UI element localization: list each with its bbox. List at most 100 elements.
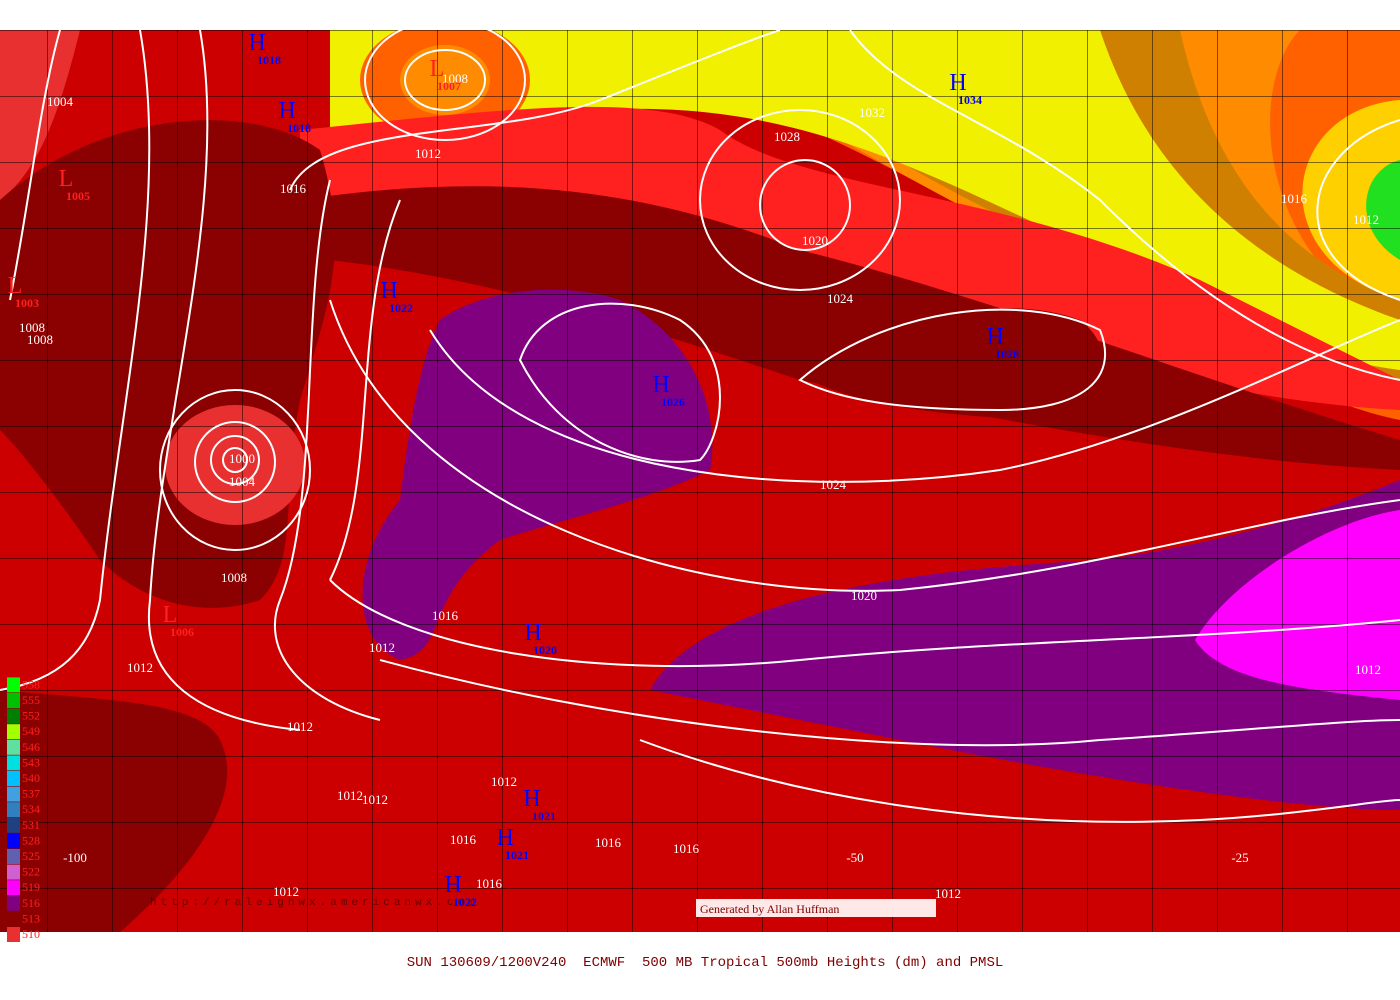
legend-swatch <box>7 693 20 708</box>
center-value: 1021 <box>532 809 556 823</box>
legend-swatch <box>7 927 20 942</box>
isobar-label: 1012 <box>1355 662 1381 677</box>
isobar-label: 1012 <box>287 719 313 734</box>
legend-label: 540 <box>22 771 40 785</box>
legend-label: 525 <box>22 849 40 863</box>
center-letter: H <box>444 872 461 898</box>
isobar-label: 1024 <box>820 477 847 492</box>
legend-swatch <box>7 739 20 755</box>
center-letter: H <box>652 372 669 398</box>
legend-label: 555 <box>22 693 40 707</box>
isobar-label: 1008 <box>221 570 247 585</box>
isobar-label: 1016 <box>1281 191 1308 206</box>
center-value: 1028 <box>995 347 1019 361</box>
longitude-label: -50 <box>846 850 863 865</box>
legend-swatch <box>7 802 20 818</box>
center-letter: H <box>380 278 397 304</box>
legend-swatch <box>7 677 20 693</box>
isobar-label: 1024 <box>827 291 854 306</box>
isobar-label: 1012 <box>415 146 441 161</box>
center-letter: H <box>986 324 1003 350</box>
legend-swatch <box>7 864 20 880</box>
center-letter: H <box>496 825 513 851</box>
legend-swatch <box>7 817 20 833</box>
isobar-label: 1028 <box>774 129 800 144</box>
center-letter: H <box>949 70 966 96</box>
watermark: http://raleighwx.americanwx.com <box>150 897 479 909</box>
legend-swatch <box>7 771 20 786</box>
isobar-label: 1012 <box>369 640 395 655</box>
isobar-label: 1032 <box>859 105 885 120</box>
legend-label: 558 <box>22 677 40 691</box>
map-fields <box>0 30 1400 932</box>
isobar-label: 1012 <box>935 886 961 901</box>
center-letter: L <box>163 602 178 628</box>
isobar-label: 1020 <box>802 233 828 248</box>
isobar-label: 1020 <box>851 588 877 603</box>
isobar-label: 1008 <box>19 320 45 335</box>
legend-label: 549 <box>22 724 40 738</box>
center-value: 1005 <box>66 189 90 203</box>
legend-swatch <box>7 786 20 802</box>
center-letter: L <box>59 166 74 192</box>
center-value: 1018 <box>287 121 311 135</box>
legend-label: 552 <box>22 709 40 723</box>
legend-swatch <box>7 880 20 896</box>
center-letter: L <box>430 56 445 82</box>
legend-swatch <box>7 849 20 864</box>
legend-label: 528 <box>22 833 40 847</box>
legend-swatch <box>7 911 20 927</box>
legend-label: 513 <box>22 911 40 925</box>
center-value: 1003 <box>15 296 39 310</box>
isobar-label: 1012 <box>362 792 388 807</box>
isobar-label: 1004 <box>47 94 74 109</box>
center-letter: H <box>523 786 540 812</box>
center-value: 1022 <box>453 895 477 909</box>
isobar-label: 1008 <box>442 71 468 86</box>
isobar-label: 1012 <box>337 788 363 803</box>
isobar-label: 1016 <box>432 608 459 623</box>
center-value: 1007 <box>437 79 461 93</box>
legend-label: 522 <box>22 865 40 879</box>
center-letter: L <box>8 273 23 299</box>
legend-label: 543 <box>22 755 40 769</box>
center-value: 1006 <box>170 625 194 639</box>
credit-box <box>696 899 936 917</box>
center-value: 1034 <box>958 93 982 107</box>
legend-swatch <box>7 724 20 740</box>
isobar-label: 1016 <box>673 841 700 856</box>
isobar-label: 1016 <box>476 876 503 891</box>
legend-label: 510 <box>22 927 40 941</box>
isobars <box>0 30 1400 823</box>
isobar-label: 1012 <box>127 660 153 675</box>
credit: Generated by Allan Huffman <box>700 902 839 916</box>
isobar-label: 1012 <box>491 774 517 789</box>
legend-swatch <box>7 833 20 849</box>
center-value: 1026 <box>661 395 685 409</box>
isobar-label: 1008 <box>27 332 53 347</box>
isobar-label: 1012 <box>273 884 299 899</box>
center-value: 1020 <box>533 643 557 657</box>
legend-swatch <box>7 755 20 771</box>
legend-swatch <box>7 895 20 911</box>
isobar-label: 1012 <box>1353 212 1379 227</box>
legend-swatch <box>7 708 20 724</box>
legend-label: 519 <box>22 880 40 894</box>
isobar-label: 1016 <box>280 181 307 196</box>
legend-label: 531 <box>22 818 40 832</box>
legend-label: 516 <box>22 896 40 910</box>
longitude-label: -100 <box>63 850 87 865</box>
isobar-label: 1016 <box>450 832 477 847</box>
legend-label: 534 <box>22 802 40 816</box>
legend-label: 537 <box>22 787 40 801</box>
isobar-label: 1000 <box>229 451 255 466</box>
center-value: 1022 <box>389 301 413 315</box>
caption: SUN 130609/1200V240 ECMWF 500 MB Tropica… <box>407 955 1004 971</box>
center-value: 1021 <box>505 848 529 862</box>
legend-label: 546 <box>22 740 40 754</box>
center-letter: H <box>278 98 295 124</box>
center-value: 1018 <box>257 53 281 67</box>
isobar-label: 1004 <box>229 474 256 489</box>
longitude-label: -25 <box>1231 850 1248 865</box>
